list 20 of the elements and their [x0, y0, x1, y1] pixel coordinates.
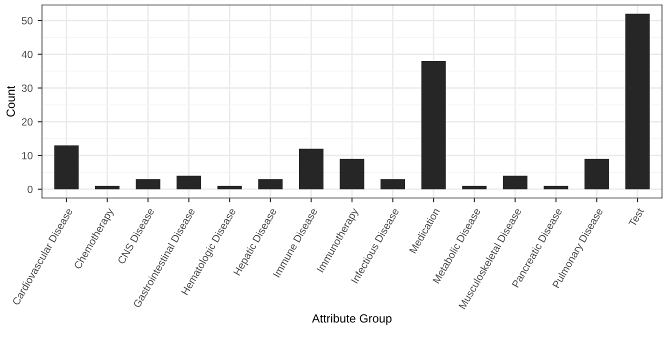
y-tick-label: 30 — [22, 84, 33, 92]
y-tick-label: 20 — [22, 118, 33, 126]
bar — [298, 148, 324, 190]
bar — [421, 61, 446, 190]
bar — [340, 158, 364, 190]
bar — [625, 14, 650, 190]
bar — [258, 179, 283, 190]
x-axis-title: Attribute Group — [312, 314, 392, 325]
y-tick-label: 0 — [28, 186, 33, 194]
y-tick-label: 50 — [22, 17, 33, 24]
bar — [502, 176, 528, 190]
bar — [136, 179, 160, 190]
y-axis-title: Count — [6, 86, 15, 117]
bar — [584, 158, 609, 190]
x-tick-label: Test — [628, 207, 644, 228]
y-tick-label: 10 — [22, 152, 33, 160]
bar — [380, 179, 406, 190]
bar — [54, 145, 79, 190]
bar — [176, 176, 202, 190]
y-tick-label: 40 — [22, 50, 33, 58]
